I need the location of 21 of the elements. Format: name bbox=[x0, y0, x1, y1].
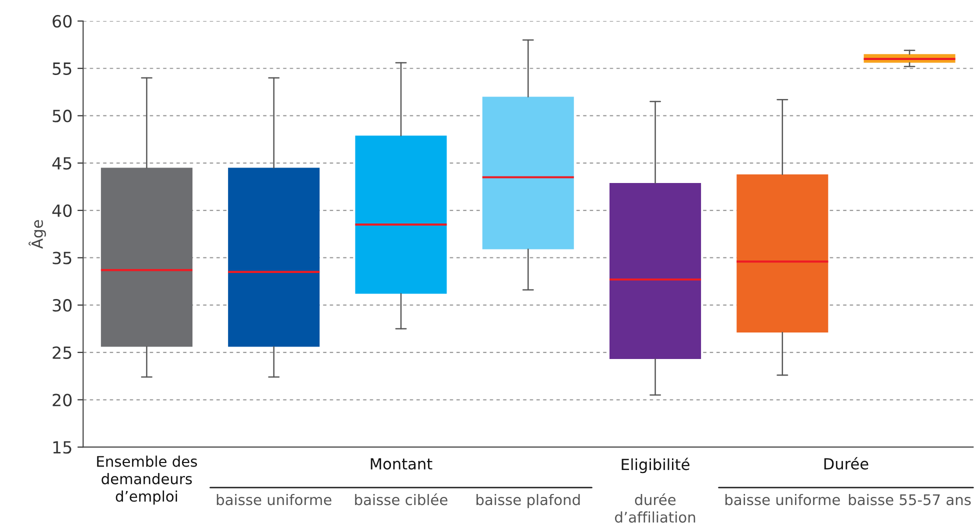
y-tick-label: 15 bbox=[53, 441, 72, 454]
x-tick-label: baisse ciblée bbox=[355, 493, 448, 506]
text: Eligibilité bbox=[622, 458, 690, 474]
y-axis-title: Âge bbox=[28, 220, 46, 249]
y-tick-label: 25 bbox=[52, 346, 72, 359]
y-tick-label: 50 bbox=[52, 110, 72, 122]
text: Montant bbox=[370, 458, 432, 470]
y-tick-label: 40 bbox=[52, 204, 72, 217]
x-tick-label: Ensemble des demandeurs d’emploi bbox=[97, 456, 197, 505]
y-tick-label: 30 bbox=[52, 299, 72, 312]
y-tick-label: 35 bbox=[52, 252, 72, 264]
x-tick-label: durée d’affiliation bbox=[615, 493, 696, 523]
y-tick-label: 60 bbox=[52, 15, 72, 28]
x-tick-label: baisse 55-57 ans bbox=[848, 494, 971, 506]
text: Durée bbox=[824, 457, 868, 470]
y-tick-label: 45 bbox=[52, 157, 72, 170]
x-tick-label: baisse uniforme bbox=[216, 494, 332, 506]
x-tick-label: baisse uniforme bbox=[725, 494, 840, 506]
y-tick-label: 55 bbox=[52, 62, 72, 75]
y-tick-label: 20 bbox=[52, 394, 72, 406]
x-tick-label: baisse plafond bbox=[476, 494, 580, 508]
